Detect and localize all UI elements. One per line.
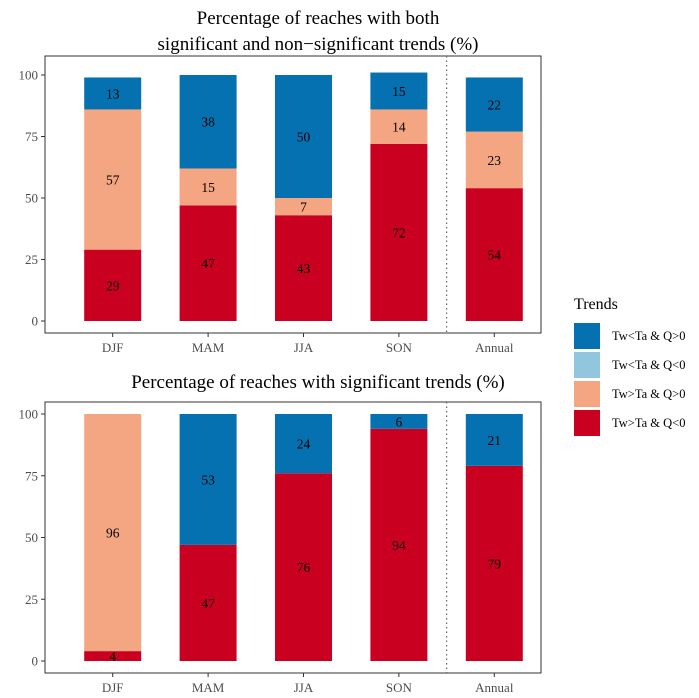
bar-segment (465, 131, 523, 189)
y-tick-label: 25 (25, 252, 38, 267)
bar-segment (370, 143, 428, 321)
legend-swatch (574, 410, 600, 436)
x-tick-label: SON (386, 340, 413, 355)
data-label: 15 (201, 180, 215, 195)
bar-segment (84, 109, 142, 250)
data-label: 24 (297, 437, 311, 452)
data-label: 4 (109, 649, 116, 664)
bar-segment (370, 72, 428, 110)
bar-segment (465, 77, 523, 132)
bar-segment (179, 544, 237, 661)
data-label: 53 (201, 472, 215, 487)
bar-segment (179, 414, 237, 545)
bar-segment (275, 75, 332, 198)
data-label: 94 (392, 538, 406, 553)
x-tick-label: Annual (475, 340, 514, 355)
bar-segment (370, 428, 428, 661)
data-label: 6 (396, 414, 403, 429)
data-label: 14 (392, 120, 406, 135)
x-tick-label: DJF (102, 340, 124, 355)
y-tick-label: 25 (25, 592, 38, 607)
legend-swatch (574, 381, 600, 407)
bar-segment (179, 75, 237, 169)
data-label: 79 (488, 556, 502, 571)
x-tick-label: DJF (102, 680, 124, 695)
y-tick-label: 0 (32, 654, 39, 669)
data-label: 43 (297, 261, 311, 276)
bar-segment (275, 414, 332, 474)
legend-label: Tw<Ta & Q>0 (612, 328, 686, 343)
y-tick-label: 100 (19, 407, 39, 422)
bar-segment (275, 473, 332, 661)
x-tick-label: SON (386, 680, 413, 695)
bar-segment (465, 188, 523, 321)
data-label: 96 (106, 526, 120, 541)
legend-item: Tw>Ta & Q>0 (574, 380, 685, 408)
bar-segment (465, 465, 523, 661)
bar-segment (370, 414, 428, 429)
x-tick-label: MAM (192, 680, 225, 695)
data-label: 47 (201, 596, 215, 611)
y-tick-label: 0 (32, 314, 39, 329)
bar-segment (465, 414, 523, 466)
data-label: 15 (392, 84, 406, 99)
data-label: 57 (106, 173, 120, 188)
y-tick-label: 100 (19, 68, 39, 83)
data-label: 72 (392, 225, 406, 240)
chart-panel: Percentage of reaches with both significa… (19, 8, 542, 355)
chart-panel: Percentage of reaches with significant t… (19, 372, 542, 695)
bar-segment (84, 414, 142, 652)
bar-segment (179, 168, 237, 206)
y-tick-label: 50 (25, 191, 38, 206)
legend-swatch (574, 323, 600, 349)
x-tick-label: JJA (294, 680, 314, 695)
y-tick-label: 50 (25, 530, 38, 545)
legend-item: Tw>Ta & Q<0 (574, 409, 685, 437)
legend-label: Tw<Ta & Q<0 (612, 357, 686, 372)
bar-segment (84, 77, 142, 110)
y-tick-label: 75 (25, 468, 38, 483)
chart-title: Percentage of reaches with both (197, 8, 440, 29)
bar-segment (275, 198, 332, 216)
data-label: 38 (201, 115, 215, 130)
y-tick-label: 75 (25, 129, 38, 144)
bar-segment (179, 205, 237, 321)
data-label: 7 (300, 200, 307, 215)
chart-title: Percentage of reaches with significant t… (131, 372, 505, 393)
legend-title: Trends (574, 296, 618, 313)
bar-segment (84, 651, 142, 661)
legend-label: Tw>Ta & Q>0 (612, 386, 686, 401)
bar-segment (275, 215, 332, 321)
data-label: 54 (488, 248, 502, 263)
legend-item: Tw<Ta & Q>0 (574, 322, 685, 350)
x-tick-label: JJA (294, 340, 314, 355)
data-label: 29 (106, 278, 120, 293)
bar-segment (370, 109, 428, 144)
x-tick-label: Annual (475, 680, 514, 695)
legend-label: Tw>Ta & Q<0 (612, 415, 686, 430)
data-label: 23 (488, 153, 502, 168)
data-label: 22 (488, 98, 502, 113)
chart-title: significant and non−significant trends (… (158, 34, 479, 55)
data-label: 21 (488, 433, 502, 448)
data-label: 47 (201, 256, 215, 271)
legend-item: Tw<Ta & Q<0 (574, 351, 685, 379)
data-label: 76 (297, 560, 311, 575)
data-label: 50 (297, 130, 311, 145)
data-label: 13 (106, 86, 120, 101)
x-tick-label: MAM (192, 340, 225, 355)
bar-segment (84, 249, 142, 321)
legend-swatch (574, 352, 600, 378)
